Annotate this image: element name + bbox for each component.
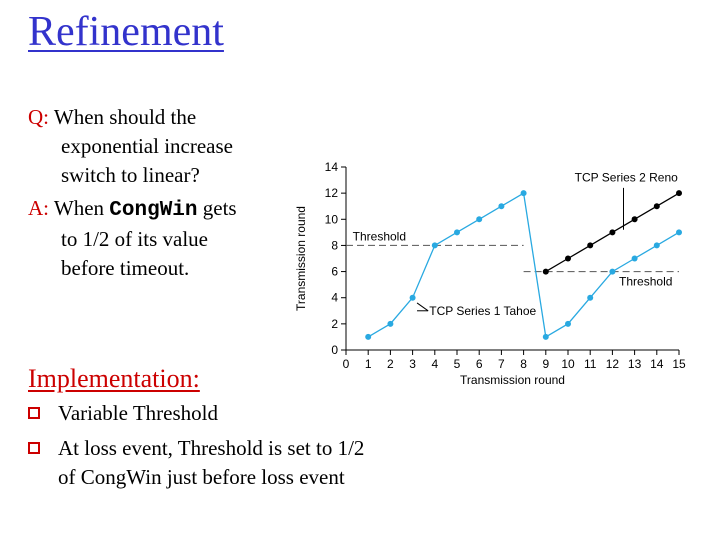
y-tick-label: 4 — [331, 291, 338, 305]
question-line-1: When should the — [53, 105, 197, 129]
data-point — [609, 229, 616, 236]
y-tick-label: 8 — [331, 238, 338, 252]
x-tick-label: 12 — [606, 357, 620, 371]
data-point — [609, 268, 616, 275]
square-bullet-icon — [28, 442, 40, 454]
x-axis-label: Transmission round — [460, 373, 565, 387]
x-tick-label: 11 — [584, 357, 597, 371]
data-point — [431, 242, 438, 249]
data-point — [631, 255, 638, 262]
answer-label: A: — [28, 196, 49, 220]
bullet-item: Variable Threshold — [28, 399, 368, 428]
data-point — [565, 320, 571, 327]
data-point — [676, 190, 682, 197]
data-point — [387, 320, 394, 327]
answer-line-2: to 1/2 of its value — [61, 227, 208, 251]
threshold-label: Threshold — [619, 275, 672, 289]
question-label: Q: — [28, 105, 49, 129]
bullet-item: At loss event, Threshold is set to 1/2 o… — [28, 434, 368, 492]
question-block: Q: When should the exponential increase … — [28, 103, 233, 190]
y-tick-label: 0 — [331, 343, 338, 357]
slide-title: Refinement — [28, 9, 224, 55]
x-tick-label: 3 — [409, 357, 416, 371]
y-tick-label: 2 — [331, 317, 338, 331]
answer-line-1-pre: When — [53, 196, 110, 220]
tahoe-series-label: TCP Series 1 Tahoe — [429, 304, 536, 318]
answer-line-1-post: gets — [197, 196, 237, 220]
answer-line-3: before timeout. — [61, 256, 190, 280]
bullet-list: Variable Threshold At loss event, Thresh… — [28, 399, 368, 498]
x-tick-label: 0 — [343, 357, 350, 371]
data-point — [542, 268, 549, 275]
x-tick-label: 10 — [561, 357, 575, 371]
answer-block: A: When CongWin gets to 1/2 of its value… — [28, 194, 237, 283]
tahoe-leader-line — [416, 302, 429, 312]
implementation-heading: Implementation: — [28, 364, 200, 393]
x-tick-label: 7 — [498, 357, 505, 371]
x-tick-label: 13 — [628, 357, 642, 371]
data-point — [676, 229, 682, 236]
x-tick-label: 8 — [520, 357, 527, 371]
question-line-2: exponential increase — [61, 134, 233, 158]
x-tick-label: 5 — [454, 357, 461, 371]
data-point — [631, 216, 638, 223]
square-bullet-icon — [28, 407, 40, 419]
x-tick-label: 9 — [542, 357, 549, 371]
data-point — [653, 242, 660, 249]
x-tick-label: 6 — [476, 357, 483, 371]
x-tick-label: 2 — [387, 357, 394, 371]
data-point — [587, 242, 594, 249]
y-tick-label: 14 — [325, 160, 339, 174]
y-axis-label: Transmission round — [294, 206, 308, 311]
data-point — [565, 255, 571, 262]
x-tick-label: 4 — [431, 357, 438, 371]
data-point — [454, 229, 460, 236]
data-point — [365, 333, 372, 340]
data-point — [520, 190, 527, 197]
y-tick-label: 6 — [331, 265, 338, 279]
bullet-text: Variable Threshold — [58, 401, 218, 425]
congwin-code: CongWin — [109, 199, 198, 222]
threshold-label: Threshold — [353, 229, 406, 243]
data-point — [498, 203, 505, 210]
data-point — [409, 294, 416, 301]
x-tick-label: 1 — [365, 357, 372, 371]
x-tick-label: 15 — [672, 357, 686, 371]
data-point — [476, 216, 483, 223]
x-tick-label: 14 — [650, 357, 664, 371]
y-tick-label: 12 — [325, 186, 339, 200]
bullet-text: At loss event, Threshold is set to 1/2 o… — [58, 436, 365, 489]
data-point — [653, 203, 660, 210]
data-point — [542, 333, 549, 340]
data-point — [587, 294, 594, 301]
question-line-3: switch to linear? — [61, 163, 200, 187]
reno-series-label: TCP Series 2 Reno — [575, 170, 678, 184]
y-tick-label: 10 — [325, 212, 339, 226]
